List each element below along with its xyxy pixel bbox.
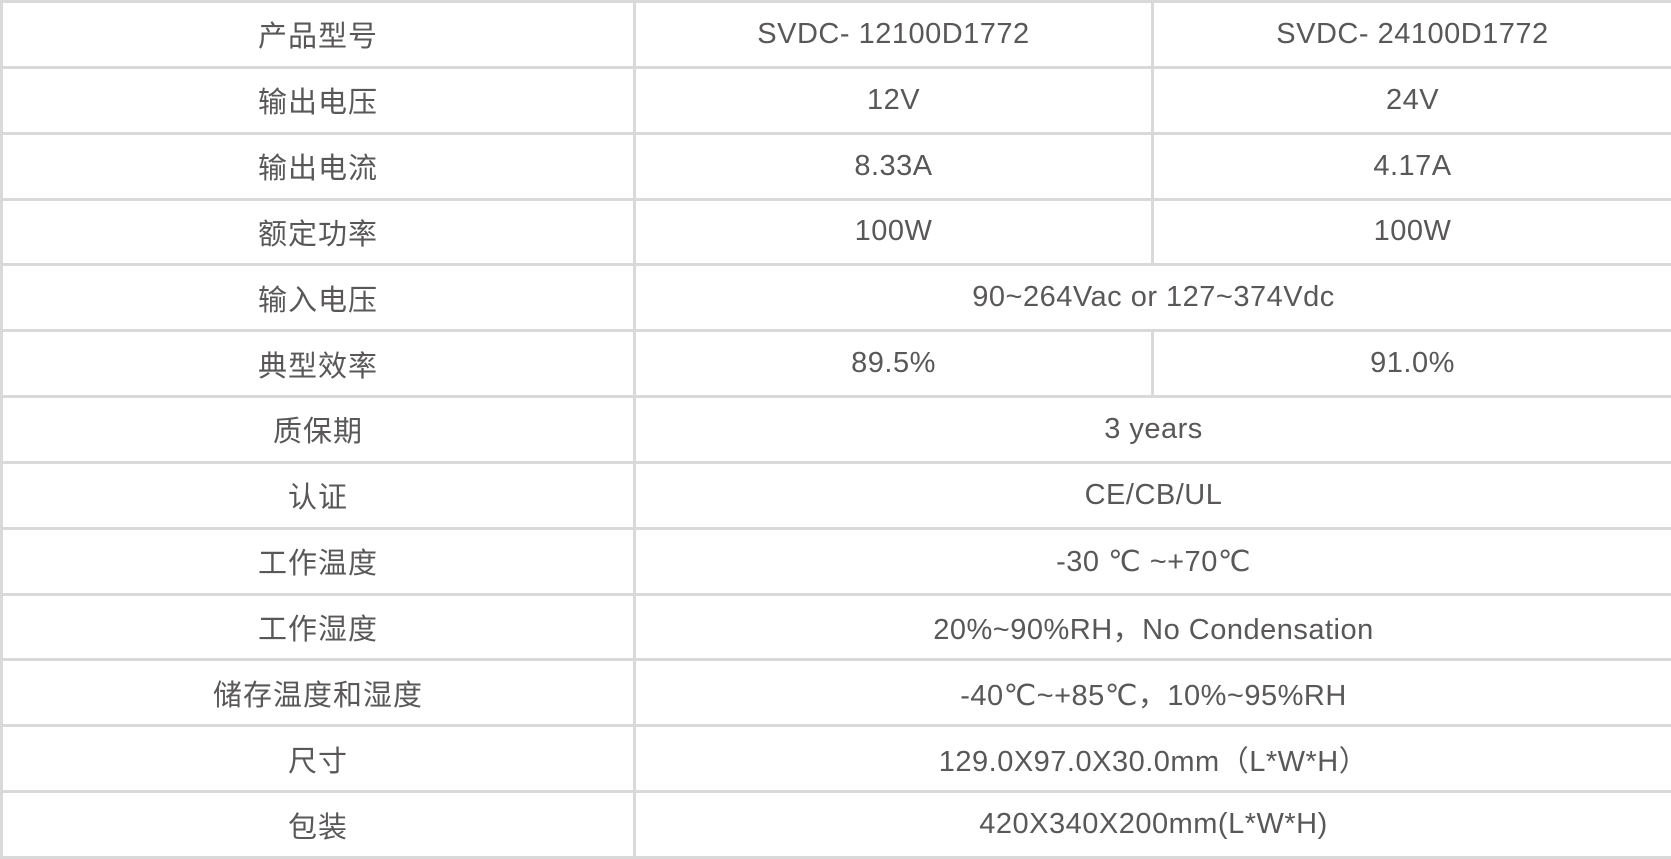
table-row: 工作温度 -30 ℃ ~+70℃	[0, 526, 1671, 596]
row-value-spanning: -30 ℃ ~+70℃	[633, 526, 1671, 596]
table-row: 输出电流 8.33A 4.17A	[0, 131, 1671, 201]
row-value-spanning: 3 years	[633, 395, 1671, 464]
row-value-1: 100W	[633, 197, 1154, 267]
row-value-2: 100W	[1151, 197, 1671, 267]
row-value-spanning: 129.0X97.0X30.0mm（L*W*H）	[633, 724, 1671, 794]
table-row: 认证 CE/CB/UL	[0, 460, 1671, 530]
row-label: 输出电流	[0, 131, 636, 201]
row-label: 输出电压	[0, 65, 636, 135]
table-row: 储存温度和湿度 -40℃~+85℃，10%~95%RH	[0, 658, 1671, 728]
row-label: 典型效率	[0, 329, 636, 399]
table-row: 典型效率 89.5% 91.0%	[0, 329, 1671, 399]
row-value-spanning: 90~264Vac or 127~374Vdc	[633, 263, 1671, 333]
row-value-2: 24V	[1151, 65, 1671, 135]
row-value-2: 91.0%	[1151, 329, 1671, 399]
table-row: 质保期 3 years	[0, 395, 1671, 464]
row-label: 包装	[0, 790, 636, 859]
row-value-spanning: 420X340X200mm(L*W*H)	[633, 790, 1671, 859]
table-row: 工作湿度 20%~90%RH，No Condensation	[0, 592, 1671, 662]
row-value-spanning: CE/CB/UL	[633, 460, 1671, 530]
table-row: 输出电压 12V 24V	[0, 65, 1671, 135]
row-label: 尺寸	[0, 724, 636, 794]
row-value-1: SVDC- 12100D1772	[633, 0, 1154, 69]
table-row: 包装 420X340X200mm(L*W*H)	[0, 790, 1671, 859]
row-label: 额定功率	[0, 197, 636, 267]
table-row: 输入电压 90~264Vac or 127~374Vdc	[0, 263, 1671, 333]
row-value-1: 89.5%	[633, 329, 1154, 399]
row-value-2: SVDC- 24100D1772	[1151, 0, 1671, 69]
row-label: 工作温度	[0, 526, 636, 596]
table-row: 额定功率 100W 100W	[0, 197, 1671, 267]
row-value-spanning: 20%~90%RH，No Condensation	[633, 592, 1671, 662]
row-label: 工作湿度	[0, 592, 636, 662]
row-value-spanning: -40℃~+85℃，10%~95%RH	[633, 658, 1671, 728]
row-value-1: 8.33A	[633, 131, 1154, 201]
row-label: 质保期	[0, 395, 636, 464]
table-row: 尺寸 129.0X97.0X30.0mm（L*W*H）	[0, 724, 1671, 794]
row-value-2: 4.17A	[1151, 131, 1671, 201]
row-value-1: 12V	[633, 65, 1154, 135]
row-label: 产品型号	[0, 0, 636, 69]
row-label: 储存温度和湿度	[0, 658, 636, 728]
table-row: 产品型号 SVDC- 12100D1772 SVDC- 24100D1772	[0, 0, 1671, 69]
row-label: 认证	[0, 460, 636, 530]
row-label: 输入电压	[0, 263, 636, 333]
